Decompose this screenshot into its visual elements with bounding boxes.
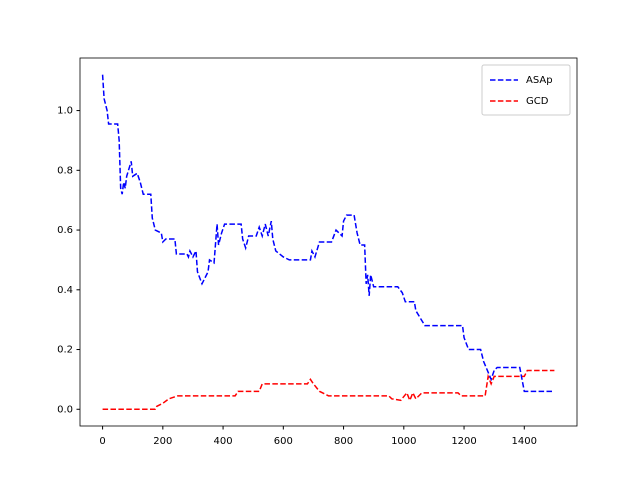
x-tick-label: 1400 [512, 436, 537, 447]
y-tick-label: 0.4 [57, 285, 73, 296]
line-series [102, 369, 555, 411]
y-tick-label: 1.0 [57, 106, 73, 117]
x-tick-label: 1200 [451, 436, 476, 447]
y-tick-label: 0.2 [57, 345, 73, 356]
line-series [101, 74, 555, 393]
x-tick-label: 800 [334, 436, 353, 447]
legend-label: ASAp [526, 75, 553, 86]
x-tick-label: 200 [153, 436, 172, 447]
y-tick-label: 0.0 [57, 404, 73, 415]
y-tick-label: 0.6 [57, 225, 73, 236]
x-tick-label: 0 [99, 436, 105, 447]
x-tick-label: 1000 [391, 436, 416, 447]
legend-label: GCD [526, 96, 549, 107]
plot-frame [79, 57, 578, 427]
x-tick-label: 600 [274, 436, 293, 447]
legend-box [481, 64, 571, 116]
x-tick-label: 400 [214, 436, 233, 447]
y-tick-label: 0.8 [57, 165, 73, 176]
